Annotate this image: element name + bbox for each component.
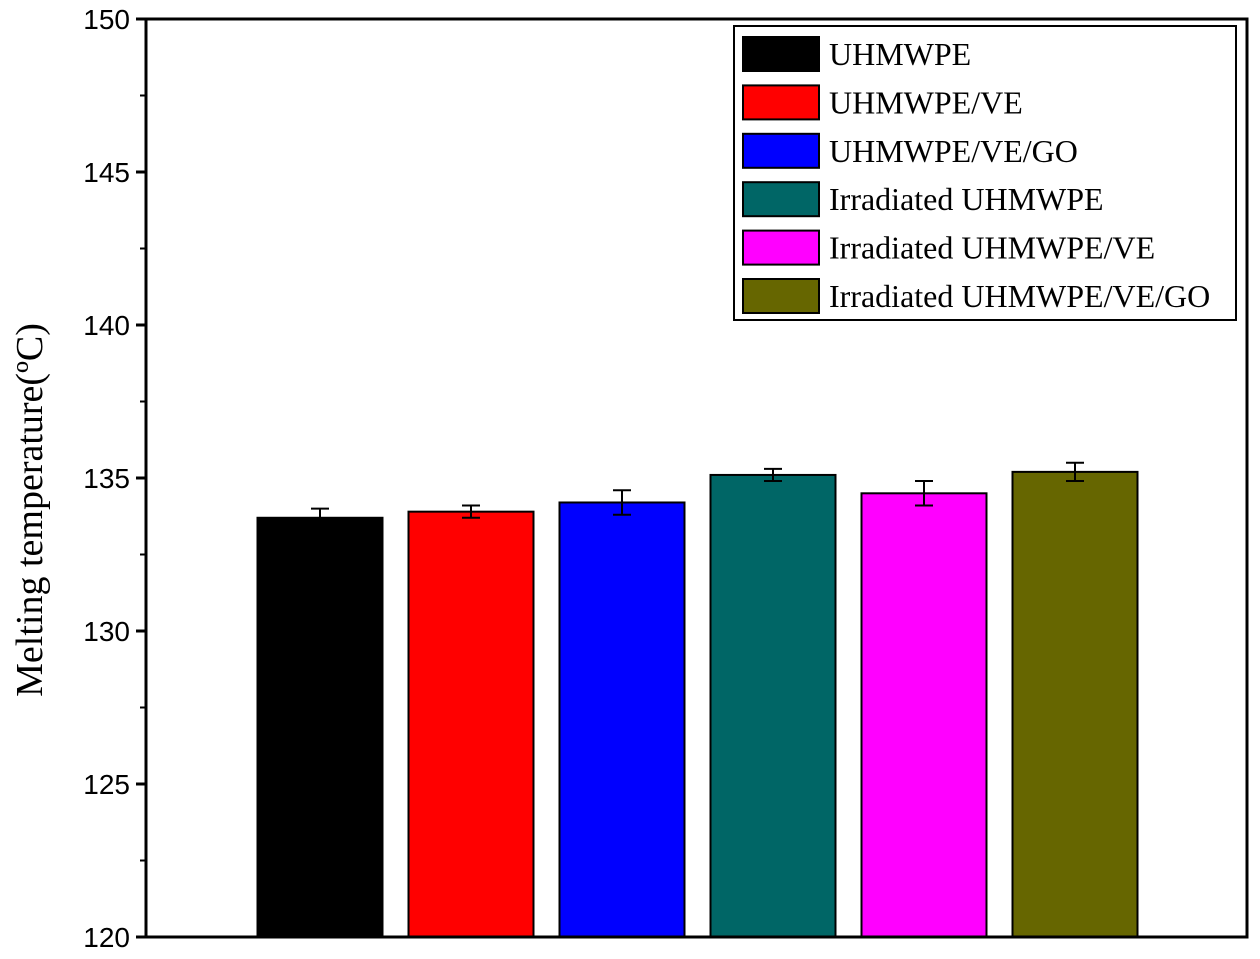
legend-swatch-6 <box>742 278 820 314</box>
y-tick-label: 130 <box>83 616 130 647</box>
bar-6 <box>1011 470 1139 938</box>
bar-1 <box>256 516 384 939</box>
legend: UHMWPE UHMWPE/VE UHMWPE/VE/GO Irradiated UH… <box>733 25 1237 321</box>
y-tick-label: 150 <box>83 4 130 35</box>
legend-box <box>733 25 1237 321</box>
legend-swatch-2 <box>742 84 820 121</box>
bar-4 <box>709 473 837 938</box>
bars-group <box>256 470 1139 939</box>
legend-swatch-1 <box>742 36 820 72</box>
legend-swatch-5 <box>742 229 820 266</box>
bar-5 <box>860 492 988 938</box>
y-tick-label: 145 <box>83 157 130 188</box>
legend-label-1: UHMWPE <box>829 36 971 72</box>
legend-swatch-4 <box>742 181 820 218</box>
y-tick-label: 120 <box>83 922 130 953</box>
y-axis: 120 125 130 135 140 145 150 <box>83 4 146 953</box>
legend-label-5: Irradiated UHMWPE/VE <box>829 230 1155 266</box>
bar-2 <box>407 510 535 938</box>
legend-swatch-3 <box>742 132 820 169</box>
y-tick-label: 125 <box>83 769 130 800</box>
bar-3 <box>558 501 686 938</box>
legend-label-4: Irradiated UHMWPE <box>829 181 1104 217</box>
legend-label-6: Irradiated UHMWPE/VE/GO <box>829 278 1210 314</box>
legend-label-2: UHMWPE/VE <box>829 84 1023 120</box>
y-tick-label: 135 <box>83 463 130 494</box>
y-axis-title: Melting temperature(ºC) <box>9 323 51 697</box>
legend-label-3: UHMWPE/VE/GO <box>829 133 1078 169</box>
error-bars-group <box>311 461 1084 528</box>
y-tick-label: 140 <box>83 310 130 341</box>
